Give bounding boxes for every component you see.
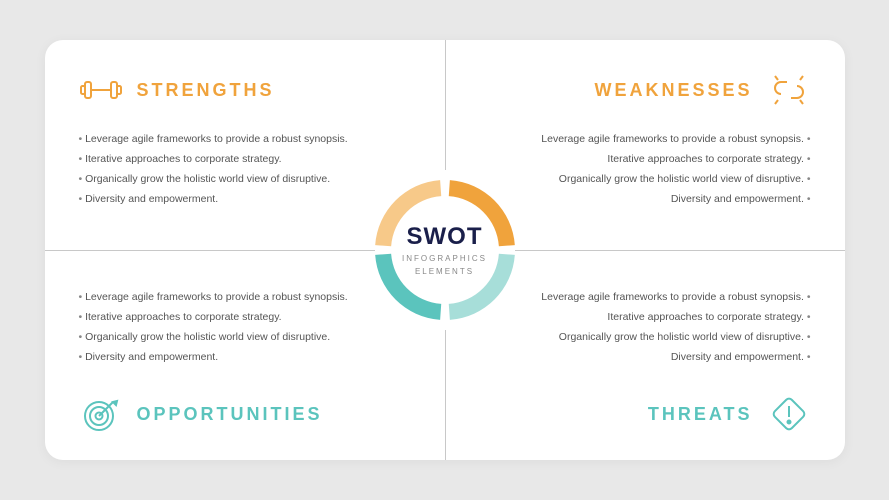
threats-bullets: Leverage agile frameworks to provide a r… bbox=[479, 288, 811, 368]
weaknesses-heading: WEAKNESSES bbox=[479, 68, 811, 112]
strengths-heading: STRENGTHS bbox=[79, 68, 411, 112]
center-title: SWOT bbox=[407, 223, 483, 251]
target-icon bbox=[79, 392, 123, 436]
list-item: Organically grow the holistic world view… bbox=[479, 170, 811, 190]
list-item: Iterative approaches to corporate strate… bbox=[479, 150, 811, 170]
swot-card: STRENGTHS Leverage agile frameworks to p… bbox=[45, 40, 845, 460]
broken-chain-icon bbox=[767, 68, 811, 112]
warning-diamond-icon bbox=[767, 392, 811, 436]
list-item: Diversity and empowerment. bbox=[79, 348, 411, 368]
strengths-label: STRENGTHS bbox=[137, 80, 275, 101]
dumbbell-icon bbox=[79, 68, 123, 112]
threats-heading: THREATS bbox=[648, 392, 811, 436]
list-item: Organically grow the holistic world view… bbox=[79, 328, 411, 348]
strengths-bullets: Leverage agile frameworks to provide a r… bbox=[79, 130, 411, 210]
center-subtitle-2: ELEMENTS bbox=[415, 266, 474, 277]
threats-label: THREATS bbox=[648, 404, 753, 425]
center-ring: SWOT INFOGRAPHICS ELEMENTS bbox=[365, 170, 525, 330]
list-item: Diversity and empowerment. bbox=[479, 348, 811, 368]
list-item: Iterative approaches to corporate strate… bbox=[479, 308, 811, 328]
center-text: SWOT INFOGRAPHICS ELEMENTS bbox=[365, 170, 525, 330]
list-item: Organically grow the holistic world view… bbox=[79, 170, 411, 190]
list-item: Iterative approaches to corporate strate… bbox=[79, 308, 411, 328]
center-subtitle-1: INFOGRAPHICS bbox=[402, 253, 487, 264]
weaknesses-label: WEAKNESSES bbox=[594, 80, 752, 101]
list-item: Leverage agile frameworks to provide a r… bbox=[479, 130, 811, 150]
list-item: Iterative approaches to corporate strate… bbox=[79, 150, 411, 170]
opportunities-heading: OPPORTUNITIES bbox=[79, 392, 323, 436]
opportunities-label: OPPORTUNITIES bbox=[137, 404, 323, 425]
list-item: Organically grow the holistic world view… bbox=[479, 328, 811, 348]
list-item: Leverage agile frameworks to provide a r… bbox=[79, 288, 411, 308]
list-item: Diversity and empowerment. bbox=[479, 190, 811, 210]
opportunities-bullets: Leverage agile frameworks to provide a r… bbox=[79, 288, 411, 368]
list-item: Leverage agile frameworks to provide a r… bbox=[479, 288, 811, 308]
weaknesses-bullets: Leverage agile frameworks to provide a r… bbox=[479, 130, 811, 210]
list-item: Diversity and empowerment. bbox=[79, 190, 411, 210]
list-item: Leverage agile frameworks to provide a r… bbox=[79, 130, 411, 150]
